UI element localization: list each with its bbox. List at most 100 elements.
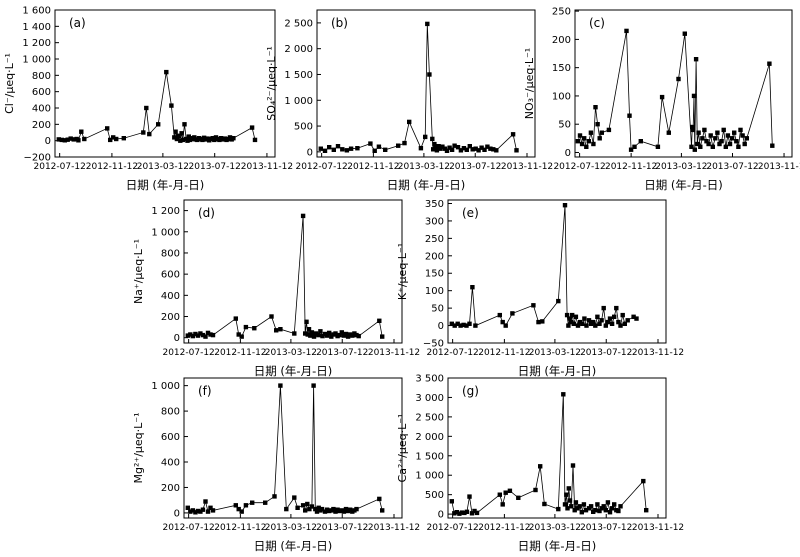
chart-panel-e: −50 0 50 100 150 200 250 300 350 2012-07-12 2012-1…	[396, 199, 684, 378]
x-tick-label: 2013-03-12	[398, 162, 450, 172]
data-point	[354, 506, 359, 512]
data-point	[618, 323, 623, 328]
data-point	[383, 147, 388, 152]
data-point	[461, 322, 466, 328]
data-point	[418, 146, 424, 151]
x-tick-label: 2012-11-12	[214, 523, 266, 533]
y-tick-label: 250	[425, 234, 444, 245]
y-tick-label: 1 200	[151, 206, 180, 217]
data-point	[725, 133, 731, 138]
data-point	[624, 28, 629, 34]
data-point	[236, 332, 241, 337]
data-point	[536, 319, 541, 325]
data-point	[473, 146, 478, 151]
data-point	[252, 137, 258, 143]
data-point	[514, 148, 519, 153]
data-point	[591, 141, 596, 147]
data-point	[179, 131, 184, 136]
data-point	[333, 331, 338, 336]
chart-panel-g: 0 500 1 000 1 500 2 000 2 500 3 000 3 500 2012-0…	[396, 374, 684, 554]
data-point	[193, 331, 198, 337]
data-point	[56, 137, 61, 142]
data-point	[599, 318, 604, 323]
data-point	[340, 147, 345, 152]
data-point	[497, 492, 502, 497]
x-tick-label: 2012-11-12	[214, 348, 266, 358]
x-tick-label: 2012-07-12	[162, 348, 214, 358]
data-point	[243, 324, 249, 330]
data-point	[575, 139, 581, 144]
plot-frame	[447, 377, 667, 519]
data-point	[584, 323, 589, 328]
data-point	[203, 334, 208, 339]
y-axis-label: SO₄²⁻/μeq·L⁻¹	[265, 46, 278, 121]
data-point	[172, 135, 177, 140]
data-point	[174, 136, 180, 142]
y-tick-label: 150	[552, 63, 571, 74]
data-point	[706, 141, 711, 147]
data-point	[461, 146, 467, 151]
data-point	[588, 130, 594, 135]
y-tick-label: 400	[32, 104, 51, 115]
y-axis-label: Na⁺/μeq·L⁻¹	[132, 239, 145, 304]
y-tick-label: 800	[161, 248, 180, 259]
data-point	[612, 502, 617, 507]
data-point	[327, 145, 332, 150]
data-point	[595, 502, 600, 507]
panel-label: (a)	[69, 16, 86, 30]
data-point	[566, 323, 571, 328]
panel-label: (f)	[198, 384, 212, 398]
data-point	[605, 319, 611, 325]
data-point	[696, 130, 701, 135]
data-point	[464, 147, 469, 152]
data-point	[614, 305, 619, 311]
data-point	[564, 312, 570, 318]
data-point	[641, 478, 646, 484]
x-tick-label: 2012-11-12	[86, 162, 138, 172]
data-point	[627, 113, 632, 118]
data-point	[452, 511, 457, 516]
data-point	[263, 500, 268, 505]
data-point	[584, 144, 589, 149]
data-point	[690, 127, 696, 133]
data-point	[458, 323, 463, 328]
data-point	[579, 510, 584, 515]
data-point	[631, 314, 636, 319]
y-axis-label: NO₃⁻/μeq·L⁻¹	[523, 48, 536, 119]
data-point	[309, 504, 315, 509]
data-point	[430, 136, 435, 142]
data-point	[607, 316, 613, 321]
data-point	[208, 332, 213, 337]
data-point	[274, 328, 279, 333]
data-point	[433, 145, 438, 150]
y-tick-label: 50	[431, 304, 444, 315]
x-tick-label: 2012-07-12	[295, 162, 347, 172]
data-point	[702, 127, 707, 133]
y-tick-label: 400	[161, 291, 180, 302]
data-point	[562, 203, 568, 208]
x-axis-label: 日期 (年-月-日)	[518, 539, 596, 553]
data-point	[318, 329, 323, 334]
data-point	[507, 488, 513, 493]
data-point	[377, 496, 382, 502]
data-point	[586, 318, 592, 323]
data-point	[565, 506, 570, 511]
data-point	[494, 148, 499, 153]
data-point	[198, 509, 203, 514]
data-point	[575, 323, 581, 328]
data-point	[710, 144, 715, 149]
data-point	[327, 330, 332, 336]
data-point	[176, 133, 181, 138]
data-point	[105, 126, 110, 131]
data-point	[269, 314, 274, 319]
data-point	[692, 147, 697, 152]
data-point	[193, 510, 198, 515]
data-point	[231, 136, 236, 141]
y-tick-label: 200	[552, 35, 571, 46]
x-tick-label: 2013-11-12	[368, 523, 420, 533]
series-line	[451, 394, 647, 515]
x-tick-label: 2013-07-12	[580, 523, 632, 533]
data-point	[691, 93, 697, 99]
data-point	[708, 133, 713, 138]
data-point	[569, 504, 574, 509]
